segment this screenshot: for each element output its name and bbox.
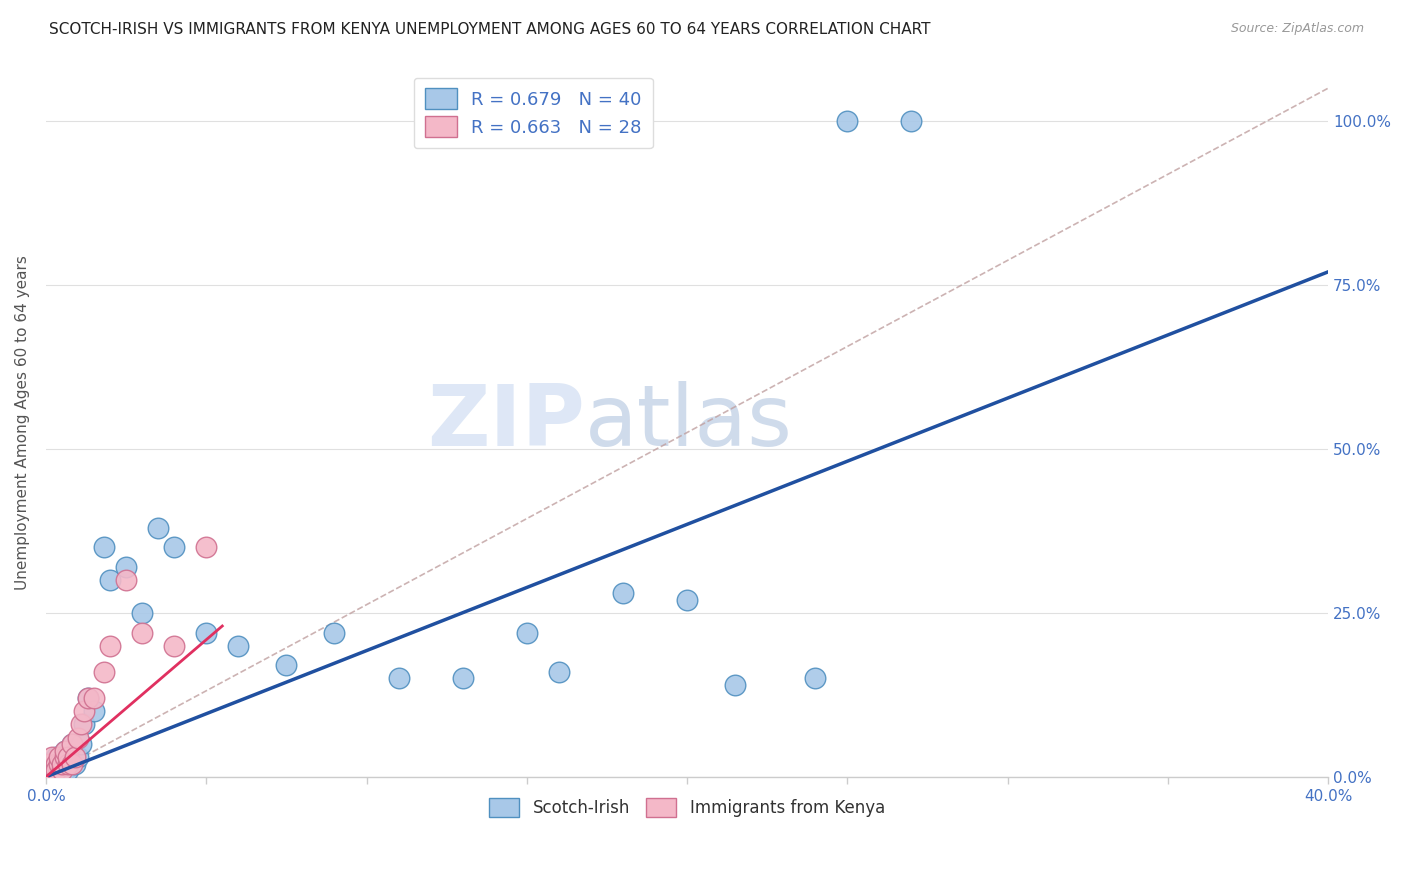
Point	[66, 731, 89, 745]
Point	[38, 764, 60, 778]
Point	[60, 756, 83, 771]
Point	[451, 672, 474, 686]
Point	[51, 756, 73, 771]
Point	[131, 625, 153, 640]
Point	[83, 691, 105, 706]
Point	[195, 625, 218, 640]
Point	[48, 750, 70, 764]
Point	[48, 764, 70, 778]
Point	[53, 744, 76, 758]
Point	[900, 114, 922, 128]
Point	[45, 750, 67, 764]
Point	[387, 672, 409, 686]
Point	[63, 750, 86, 764]
Point	[58, 764, 80, 778]
Point	[93, 665, 115, 679]
Point	[226, 639, 249, 653]
Point	[98, 639, 121, 653]
Point	[323, 625, 346, 640]
Point	[63, 756, 86, 771]
Point	[66, 750, 89, 764]
Point	[516, 625, 538, 640]
Point	[724, 678, 747, 692]
Text: atlas: atlas	[585, 381, 793, 464]
Point	[93, 541, 115, 555]
Point	[76, 691, 98, 706]
Point	[146, 521, 169, 535]
Point	[76, 691, 98, 706]
Point	[98, 573, 121, 587]
Point	[45, 764, 67, 778]
Point	[53, 744, 76, 758]
Point	[73, 704, 96, 718]
Point	[45, 764, 67, 778]
Point	[60, 737, 83, 751]
Point	[51, 756, 73, 771]
Point	[41, 764, 63, 778]
Point	[70, 717, 93, 731]
Text: ZIP: ZIP	[427, 381, 585, 464]
Point	[804, 672, 827, 686]
Point	[837, 114, 859, 128]
Point	[41, 756, 63, 771]
Text: SCOTCH-IRISH VS IMMIGRANTS FROM KENYA UNEMPLOYMENT AMONG AGES 60 TO 64 YEARS COR: SCOTCH-IRISH VS IMMIGRANTS FROM KENYA UN…	[49, 22, 931, 37]
Point	[53, 764, 76, 778]
Point	[45, 756, 67, 771]
Point	[60, 737, 83, 751]
Y-axis label: Unemployment Among Ages 60 to 64 years: Unemployment Among Ages 60 to 64 years	[15, 255, 30, 591]
Point	[115, 560, 138, 574]
Point	[58, 756, 80, 771]
Point	[276, 658, 298, 673]
Point	[676, 592, 699, 607]
Point	[73, 717, 96, 731]
Point	[131, 606, 153, 620]
Point	[163, 541, 186, 555]
Point	[38, 756, 60, 771]
Point	[51, 750, 73, 764]
Point	[41, 764, 63, 778]
Point	[83, 704, 105, 718]
Point	[51, 764, 73, 778]
Point	[612, 586, 634, 600]
Point	[70, 737, 93, 751]
Point	[163, 639, 186, 653]
Text: Source: ZipAtlas.com: Source: ZipAtlas.com	[1230, 22, 1364, 36]
Point	[547, 665, 569, 679]
Point	[195, 541, 218, 555]
Point	[53, 750, 76, 764]
Point	[48, 756, 70, 771]
Point	[115, 573, 138, 587]
Point	[58, 750, 80, 764]
Point	[41, 750, 63, 764]
Point	[48, 756, 70, 771]
Point	[38, 764, 60, 778]
Point	[58, 756, 80, 771]
Legend: Scotch-Irish, Immigrants from Kenya: Scotch-Irish, Immigrants from Kenya	[481, 789, 893, 825]
